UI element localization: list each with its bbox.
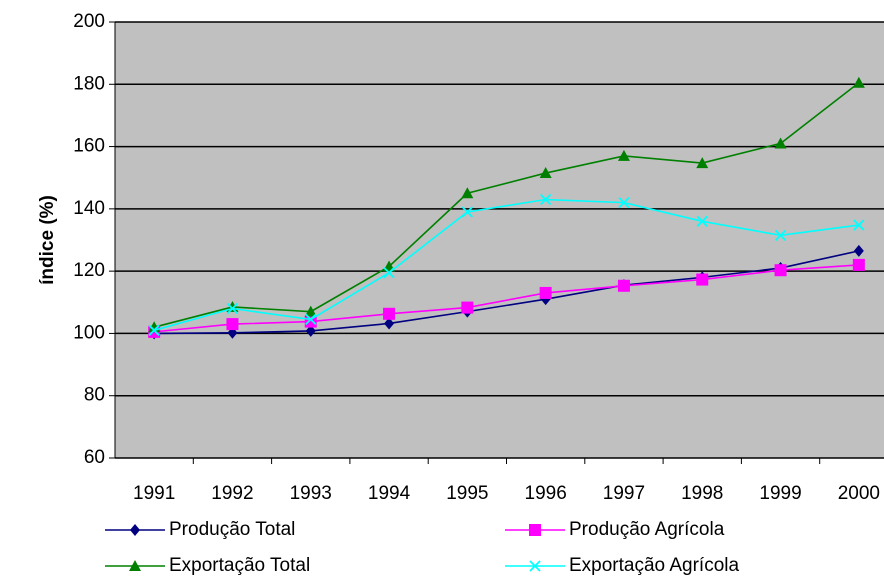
legend-marker bbox=[130, 524, 140, 536]
legend-label: Exportação Total bbox=[169, 555, 310, 576]
x-tick-label: 1991 bbox=[133, 483, 175, 504]
x-tick-label: 1997 bbox=[603, 483, 645, 504]
data-point bbox=[305, 313, 317, 326]
data-point bbox=[305, 324, 316, 337]
y-tick-label: 100 bbox=[73, 322, 105, 343]
data-point bbox=[853, 219, 865, 231]
data-point bbox=[852, 76, 865, 88]
legend-label: Produção Agrícola bbox=[569, 519, 725, 540]
data-point bbox=[696, 157, 709, 169]
legend-marker bbox=[529, 524, 541, 536]
data-point bbox=[461, 206, 473, 218]
data-point bbox=[304, 305, 317, 317]
data-point bbox=[696, 273, 709, 286]
data-point bbox=[618, 196, 630, 209]
x-tick-label: 1993 bbox=[290, 483, 332, 504]
series-line bbox=[154, 250, 860, 335]
legend-label: Produção Total bbox=[169, 519, 295, 540]
data-point bbox=[539, 286, 552, 299]
x-tick-label: 1994 bbox=[368, 483, 411, 504]
y-tick-label: 140 bbox=[73, 198, 105, 219]
data-point bbox=[226, 318, 239, 331]
y-tick-label: 180 bbox=[73, 73, 105, 94]
data-point bbox=[617, 279, 630, 292]
data-point bbox=[383, 307, 396, 320]
data-point bbox=[384, 317, 395, 330]
data-point bbox=[148, 324, 160, 336]
legend-label: Exportação Agrícola bbox=[569, 555, 739, 576]
data-point bbox=[540, 193, 552, 206]
y-tick-label: 200 bbox=[73, 11, 105, 32]
data-point bbox=[539, 167, 552, 179]
data-point bbox=[383, 267, 395, 279]
y-tick-label: 160 bbox=[73, 136, 105, 157]
x-tick-label: 1999 bbox=[759, 483, 801, 504]
x-tick-label: 2000 bbox=[838, 483, 880, 504]
y-tick-label: 60 bbox=[84, 447, 105, 468]
y-tick-label: 80 bbox=[84, 385, 105, 406]
x-tick-label: 1992 bbox=[211, 483, 253, 504]
data-point bbox=[696, 215, 708, 227]
data-point bbox=[461, 187, 474, 199]
data-point bbox=[617, 149, 630, 161]
data-point bbox=[853, 244, 864, 257]
data-point bbox=[774, 264, 787, 277]
legend-marker bbox=[529, 560, 541, 572]
x-tick-label: 1995 bbox=[446, 483, 488, 504]
x-tick-label: 1996 bbox=[525, 483, 567, 504]
y-axis-label: índice (%) bbox=[37, 195, 58, 285]
series-line bbox=[153, 82, 860, 328]
x-tick-label: 1998 bbox=[681, 483, 723, 504]
y-tick-label: 120 bbox=[73, 260, 105, 281]
series-line bbox=[154, 264, 859, 333]
data-point bbox=[852, 258, 865, 271]
data-point bbox=[774, 229, 787, 241]
data-point bbox=[226, 302, 239, 315]
legend-marker bbox=[129, 560, 141, 571]
series-line bbox=[153, 198, 859, 332]
plot-area bbox=[115, 22, 884, 458]
data-point bbox=[461, 301, 474, 314]
data-point bbox=[774, 137, 787, 149]
